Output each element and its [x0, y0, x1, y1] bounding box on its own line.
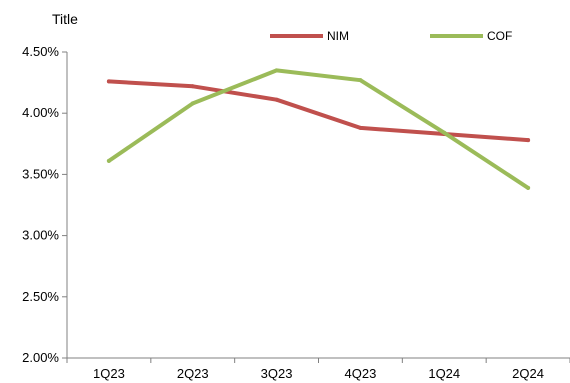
x-tick-label: 4Q23 — [345, 366, 377, 381]
data-point-cof — [358, 78, 363, 83]
data-point-cof — [190, 101, 195, 106]
data-point-cof — [106, 158, 111, 163]
x-tick-label: 1Q24 — [428, 366, 460, 381]
data-point-cof — [442, 130, 447, 135]
data-point-cof — [274, 68, 279, 73]
plot-area — [106, 68, 531, 190]
y-tick-label: 2.50% — [22, 289, 59, 304]
x-tick-label: 1Q23 — [93, 366, 125, 381]
data-point-nim — [526, 138, 531, 143]
y-tick-label: 2.00% — [22, 350, 59, 365]
axes: 2.00% 2.50% 3.00% 3.50% 4.00% 4.50% 1Q23 2Q23 3Q… — [22, 44, 570, 381]
y-tick-label: 3.00% — [22, 228, 59, 243]
chart-title: Title — [52, 11, 78, 27]
y-tick-label: 3.50% — [22, 166, 59, 181]
data-point-nim — [106, 79, 111, 84]
x-tick-label: 3Q23 — [261, 366, 293, 381]
y-tick-label: 4.50% — [22, 44, 59, 59]
data-point-nim — [190, 84, 195, 89]
data-point-nim — [358, 125, 363, 130]
data-point-cof — [526, 185, 531, 190]
legend-label-cof: COF — [487, 29, 512, 43]
series-line-nim — [106, 79, 531, 143]
x-tick-label: 2Q23 — [177, 366, 209, 381]
y-tick-label: 4.00% — [22, 105, 59, 120]
legend: NIM COF — [270, 29, 512, 43]
data-point-nim — [274, 97, 279, 102]
x-tick-label: 2Q24 — [512, 366, 544, 381]
legend-label-nim: NIM — [327, 29, 349, 43]
series-line-cof — [106, 68, 531, 190]
